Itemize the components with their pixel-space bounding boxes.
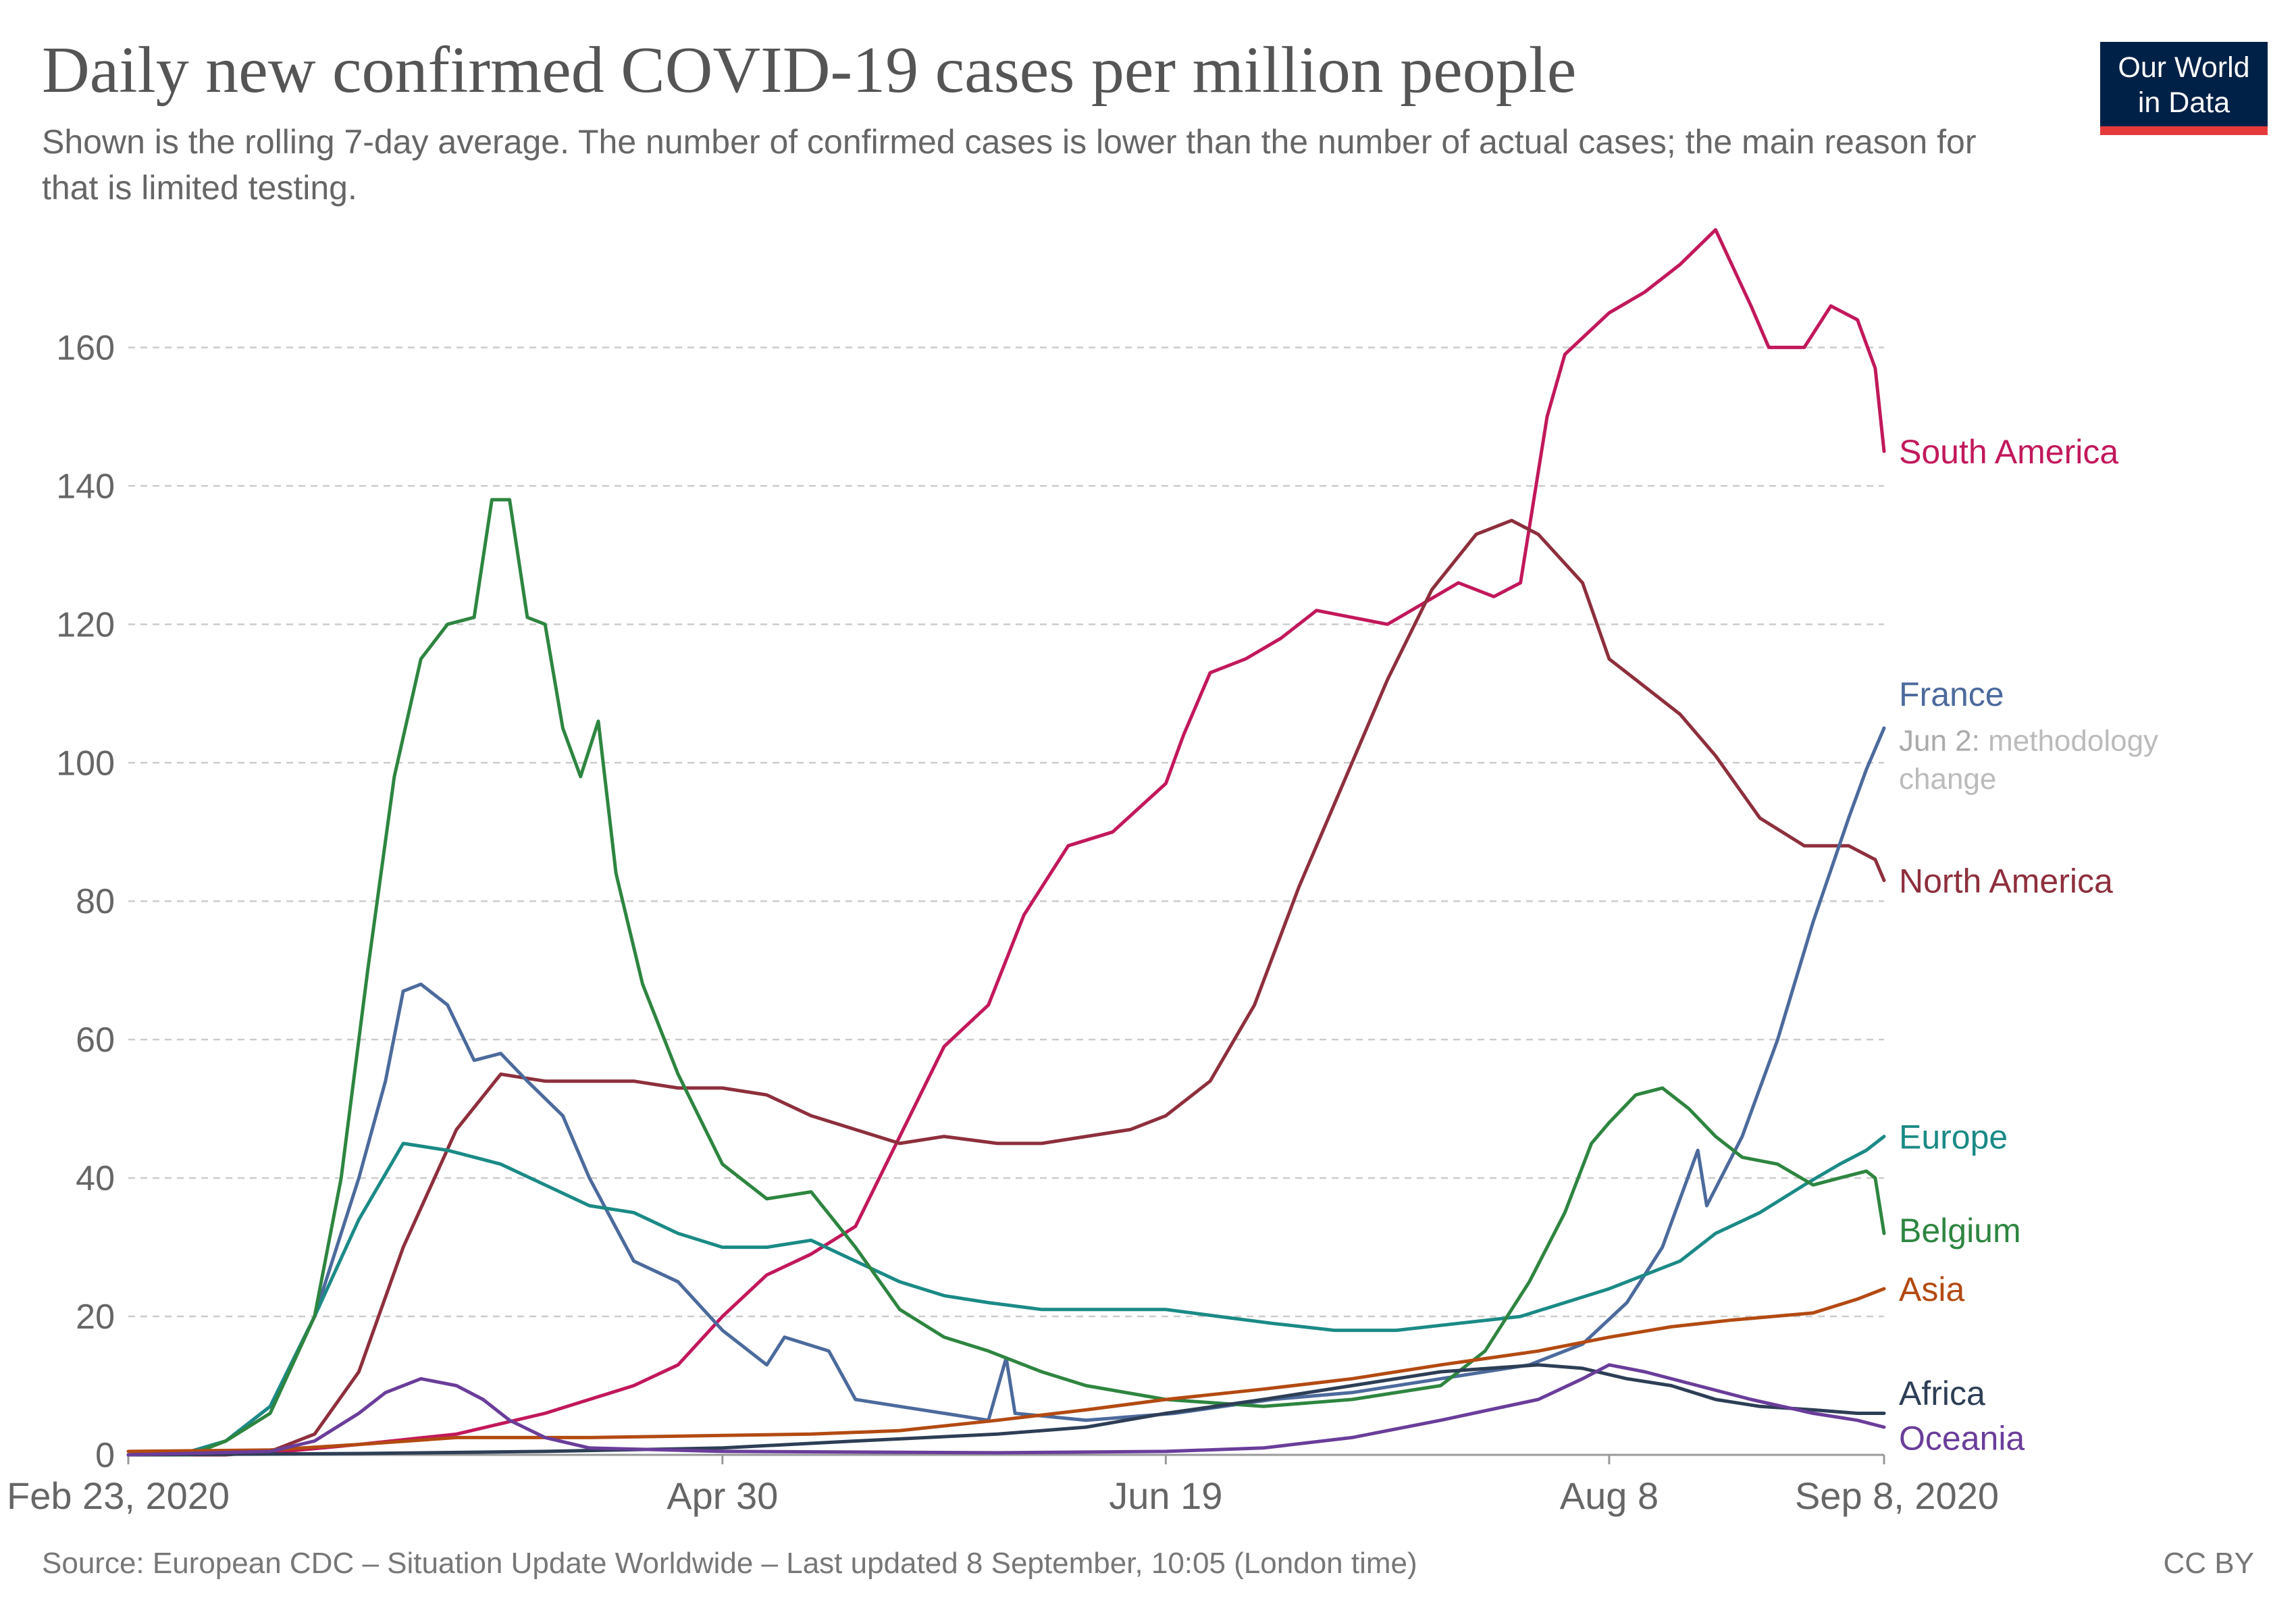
series-line-asia[interactable] — [126, 1287, 1886, 1453]
owid-logo[interactable]: Our World in Data — [2100, 42, 2268, 135]
x-tick-label: Jun 19 — [1109, 1474, 1222, 1517]
y-tick-label: 0 — [95, 1436, 115, 1475]
annotation-line-1: Jun 2: methodology — [1899, 724, 2158, 757]
source-note: Source: European CDC – Situation Update … — [42, 1547, 1417, 1580]
x-tick-label: Aug 8 — [1560, 1474, 1659, 1517]
series-line-south-america[interactable] — [126, 228, 1886, 1457]
chart-title: Daily new confirmed COVID-19 cases per m… — [42, 34, 1577, 107]
annotation-date: Jun 2: — [1899, 724, 1988, 757]
series-label-asia[interactable]: Asia — [1899, 1270, 1964, 1308]
chart-subtitle: Shown is the rolling 7-day average. The … — [42, 123, 1977, 207]
y-tick-label: 100 — [56, 744, 115, 783]
y-tick-label: 20 — [76, 1297, 115, 1337]
axis-layer: 0 20 40 60 80 100 120 140 160 Feb 23, 2020 Apr 30 J… — [7, 328, 1999, 1517]
x-tick-label: Feb 23, 2020 — [7, 1474, 230, 1517]
annotation-text-part: methodology — [1988, 724, 2158, 757]
series-line-france[interactable] — [126, 726, 1886, 1457]
series-label-france[interactable]: France — [1899, 675, 2004, 713]
y-tick-label: 60 — [76, 1021, 115, 1060]
series-line-north-america[interactable] — [126, 519, 1886, 1457]
x-tick-label: Apr 30 — [667, 1474, 778, 1517]
label-layer: South America France North America Europe Be… — [1899, 433, 2158, 1457]
logo-line-1: Our World — [2118, 51, 2250, 84]
series-label-oceania[interactable]: Oceania — [1899, 1419, 2025, 1457]
x-tick-label: Sep 8, 2020 — [1795, 1474, 1999, 1517]
y-tick-label: 40 — [76, 1159, 115, 1198]
series-label-north-america[interactable]: North America — [1899, 862, 2113, 900]
series-line-oceania[interactable] — [126, 1363, 1886, 1457]
license-link[interactable]: CC BY — [2163, 1547, 2254, 1580]
series-label-belgium[interactable]: Belgium — [1899, 1212, 2021, 1250]
series-line-belgium[interactable] — [126, 498, 1886, 1457]
series-layer — [126, 228, 1886, 1457]
series-line-africa[interactable] — [126, 1363, 1886, 1457]
annotation-line-2: change — [1899, 763, 1996, 796]
y-tick-label: 140 — [56, 467, 115, 506]
series-label-africa[interactable]: Africa — [1899, 1374, 1985, 1412]
y-tick-label: 120 — [56, 605, 115, 644]
series-line-europe[interactable] — [126, 1135, 1886, 1457]
series-label-south-america[interactable]: South America — [1899, 433, 2118, 471]
y-tick-label: 80 — [76, 882, 115, 921]
logo-line-2: in Data — [2137, 86, 2230, 119]
grid-layer — [128, 346, 1884, 1456]
series-label-europe[interactable]: Europe — [1899, 1118, 2008, 1156]
y-tick-label: 160 — [56, 328, 115, 367]
